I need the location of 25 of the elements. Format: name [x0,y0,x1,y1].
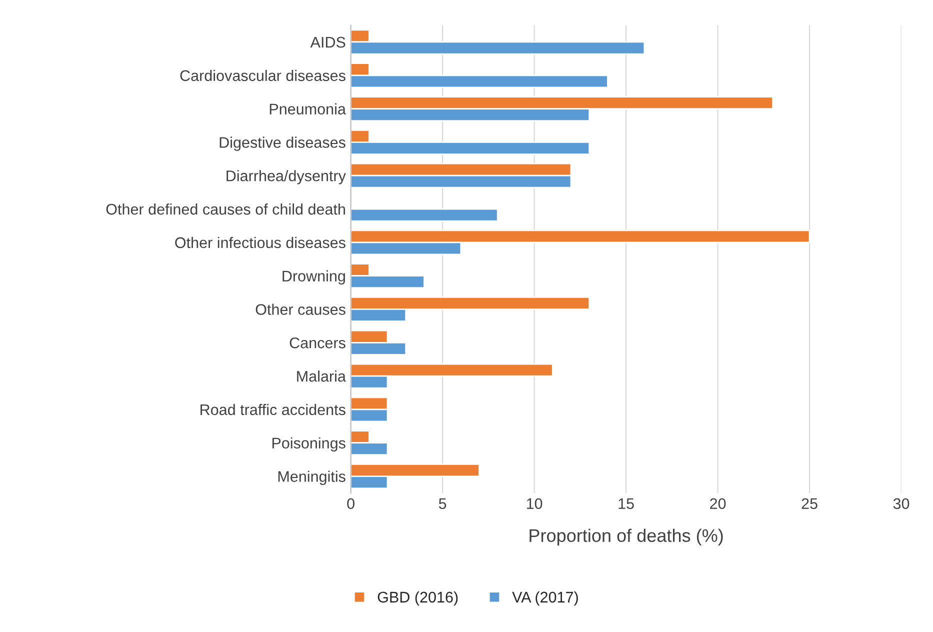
x-tick-label: 20 [710,498,726,510]
y-tick-label: Meningitis [278,470,346,485]
y-tick-label: Cancers [290,338,346,348]
x-tick-label: 5 [438,498,446,510]
y-tick-label: Diarrhea/dysentry [226,170,346,184]
y-tick-label: Malaria [297,370,346,382]
y-tick-label: Digestive diseases [220,136,346,151]
x-tick-label: 10 [526,498,542,510]
y-tick-label: Drowning [282,270,345,285]
y-tick-label: Cardiovascular diseases [180,70,346,82]
x-axis-title: Proportion of deaths (%) [530,528,723,546]
y-tick-label: Road traffic accidents [200,404,346,416]
y-tick-label: Other infectious diseases [175,236,346,248]
y-tick-label: Other defined causes of child death [106,203,345,215]
x-tick-label: 0 [347,498,354,510]
y-tick-label: Pneumonia [270,103,346,114]
y-tick-label: Other causes [256,304,346,315]
legend-label: GBD (2016) [378,591,458,606]
y-tick-label: Poisonings [272,437,346,452]
x-tick-label: 15 [618,498,634,510]
bar [350,208,498,222]
y-tick-label: AIDS [310,36,346,48]
x-tick-label: 30 [893,498,910,510]
legend-label: VA (2017) [512,591,578,606]
x-tick-label: 25 [802,498,818,510]
